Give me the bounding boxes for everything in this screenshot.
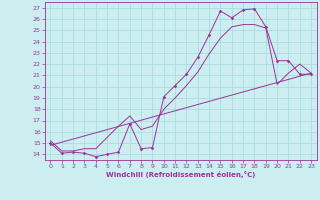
- X-axis label: Windchill (Refroidissement éolien,°C): Windchill (Refroidissement éolien,°C): [106, 171, 255, 178]
